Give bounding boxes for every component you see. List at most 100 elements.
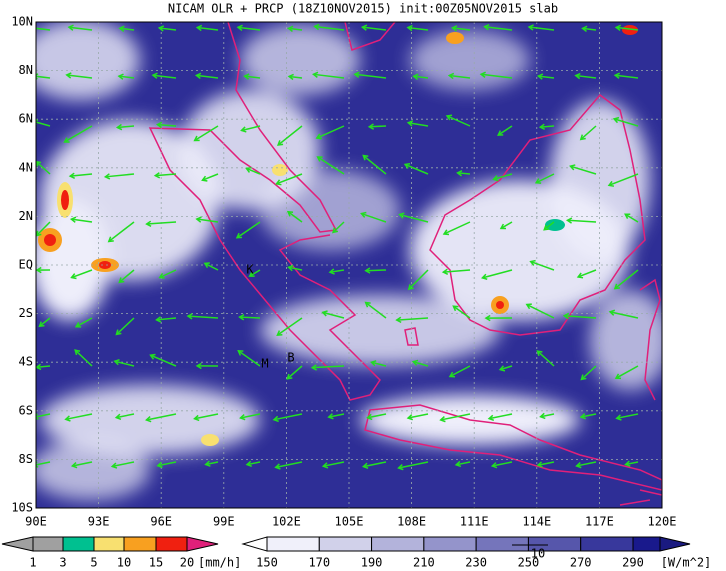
wind-vector-head <box>353 71 360 78</box>
lon-label: 90E <box>25 515 47 529</box>
wind-vector-head <box>69 216 77 223</box>
wind-vector <box>71 218 93 223</box>
wind-vector <box>493 173 513 181</box>
wind-vector-head <box>110 462 118 469</box>
color-scales: 1 3 5 10 15 20 [mm/h] 150 170 190 210 230 250 270 290 [… <box>1 536 711 570</box>
wind-vector <box>492 461 513 467</box>
olr-scale-bin <box>266 536 320 552</box>
wind-vector-head <box>452 305 459 312</box>
wind-vector-head <box>201 175 208 182</box>
lat-label: 10N <box>11 15 33 29</box>
wind-vector <box>488 413 513 420</box>
wind-vector-head <box>487 414 495 422</box>
wind-vector-head <box>195 216 202 223</box>
lon-label: 108E <box>397 515 426 529</box>
wind-vector <box>582 27 597 31</box>
wind-vector <box>312 365 345 369</box>
wind-vector <box>68 26 93 31</box>
wind-vector-head <box>529 259 536 266</box>
wind-vector-head <box>614 373 622 380</box>
wind-vector <box>484 25 513 31</box>
wind-vector <box>276 173 303 185</box>
wind-vector <box>537 461 555 467</box>
wind-vector-head <box>115 329 122 336</box>
wind-vector <box>616 26 639 31</box>
wind-vector <box>449 365 471 378</box>
wind-vector-head <box>569 164 576 171</box>
wind-vector-head <box>316 156 323 162</box>
wind-vector-head <box>398 212 405 219</box>
wind-vector <box>275 461 303 469</box>
wind-vector <box>194 125 219 142</box>
lat-label: 4S <box>19 355 33 369</box>
wind-vector <box>155 173 177 177</box>
wind-vector-head <box>580 374 587 381</box>
wind-vector <box>536 350 555 367</box>
wind-vector-head <box>450 25 458 32</box>
wind-vector-head <box>366 413 373 421</box>
wind-vector <box>146 413 177 421</box>
wind-vector <box>481 73 513 79</box>
wind-vector <box>157 461 177 467</box>
wind-vector <box>456 461 471 466</box>
wind-vector <box>538 75 555 79</box>
wind-vector-head <box>608 309 616 316</box>
wind-vector-head <box>411 359 419 366</box>
wind-vector <box>367 413 387 419</box>
wind-vector-head <box>240 126 247 133</box>
wind-vector <box>624 213 639 223</box>
wind-vector <box>398 461 429 469</box>
wind-vector-head <box>364 301 371 308</box>
wind-vector-head <box>483 23 490 31</box>
wind-vector-head <box>195 362 202 370</box>
wind-vector <box>399 213 429 223</box>
wind-vector <box>202 173 219 181</box>
wind-vector-head <box>276 140 284 146</box>
wind-vector-head <box>484 314 491 322</box>
olr-scale-bin <box>475 536 529 552</box>
wind-vector <box>362 154 387 175</box>
wind-vector-head <box>527 24 534 31</box>
wind-vector-head <box>113 359 120 366</box>
wind-vector-head <box>360 24 368 31</box>
wind-vector <box>240 413 261 419</box>
olr-scale-label: 230 <box>465 556 487 570</box>
wind-vector-head <box>576 272 584 279</box>
wind-vector-head <box>448 371 456 378</box>
wind-vector-head <box>367 123 375 130</box>
wind-vector-head <box>114 413 122 420</box>
wind-vector-head <box>442 229 450 236</box>
wind-vector-head <box>155 121 163 129</box>
wind-vector-head <box>276 330 283 336</box>
wind-vector <box>277 125 303 146</box>
olr-scale-label: 190 <box>361 556 383 570</box>
wind-vector-head <box>407 284 414 291</box>
wind-vector <box>196 218 219 223</box>
wind-vector-head <box>151 72 158 79</box>
coastlines <box>148 22 662 506</box>
wind-vector-head <box>536 350 543 357</box>
olr-scale-bin <box>580 536 634 552</box>
wind-vector-head <box>403 162 411 169</box>
wind-vector <box>71 269 93 279</box>
olr-scale-bin <box>371 536 425 552</box>
wind-vector-head <box>63 137 70 143</box>
wind-vector-head <box>203 262 210 269</box>
wind-vector-head <box>67 24 74 31</box>
wind-vector-head <box>145 416 152 423</box>
precip-scale-bin <box>123 536 157 552</box>
wind-vector <box>408 269 429 290</box>
wind-vector-head <box>454 460 462 468</box>
olr-scale-arrow <box>659 536 691 552</box>
wind-vector <box>237 26 261 31</box>
wind-vector-head <box>149 353 156 360</box>
reference-vector-label: 10 <box>531 547 545 561</box>
wind-vector <box>497 125 513 136</box>
wind-vector <box>249 269 261 277</box>
wind-vector-head <box>313 23 320 31</box>
wind-vector <box>159 27 177 31</box>
wind-vector-head <box>64 415 71 422</box>
wind-vector-head <box>498 365 506 372</box>
wind-vector <box>116 413 135 419</box>
